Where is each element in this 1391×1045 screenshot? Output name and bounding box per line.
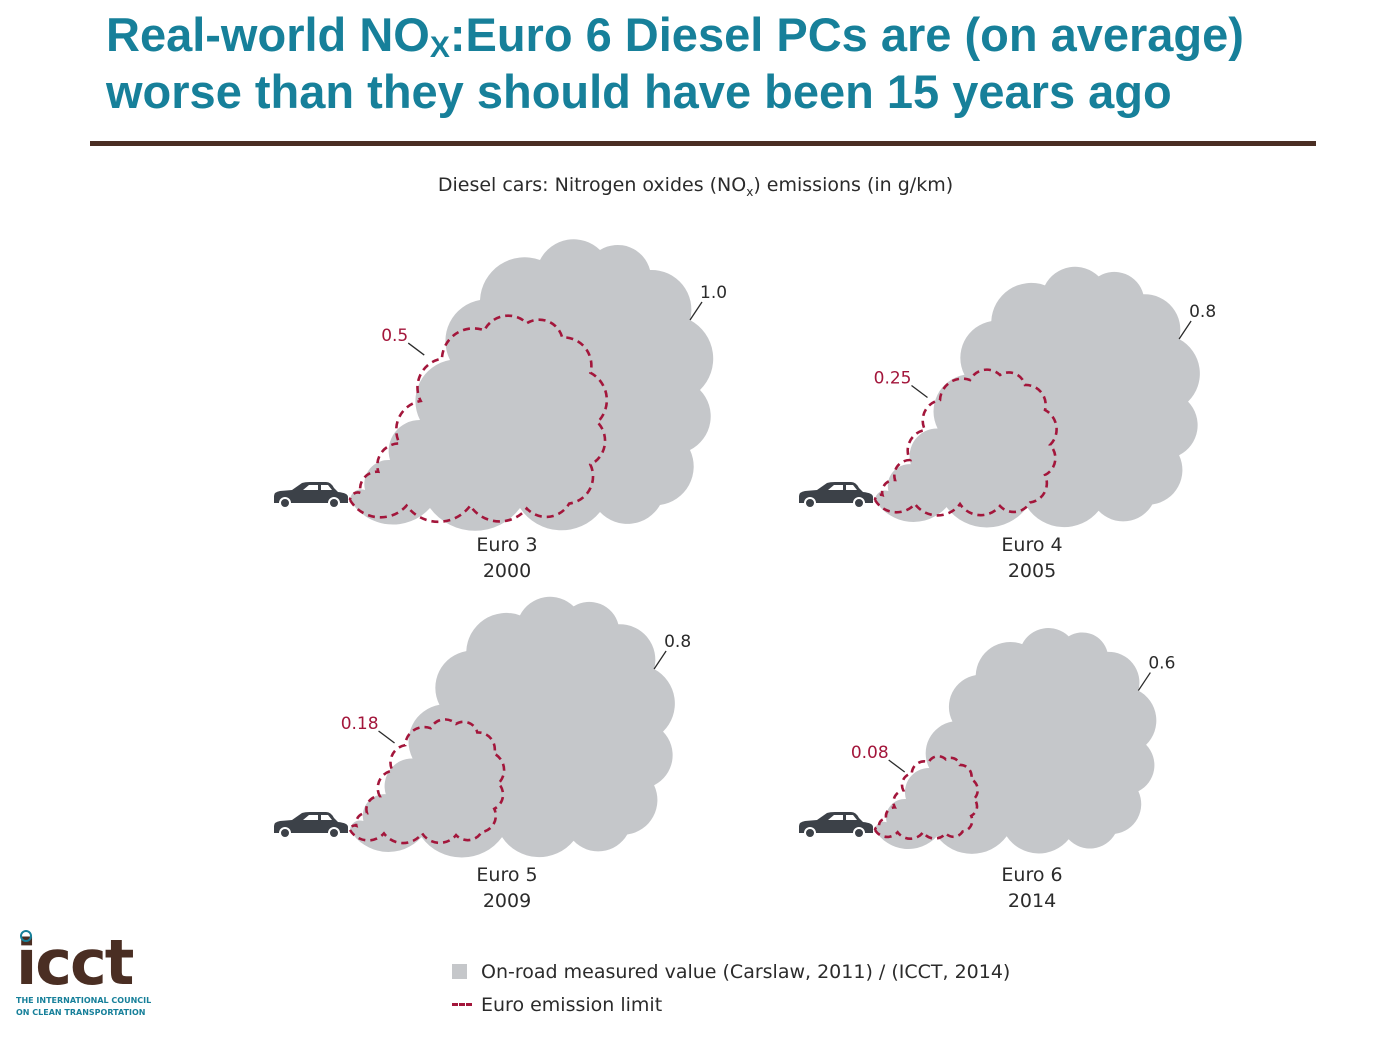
category-label: Euro 3 [476, 534, 537, 556]
measured-cloud [875, 628, 1157, 854]
measured-leader [689, 301, 703, 321]
limit-cloud [350, 316, 607, 522]
gray-swatch-icon [452, 964, 467, 979]
year-label: 2009 [483, 890, 531, 912]
limit-value-label: 0.18 [341, 714, 379, 734]
limit-cloud [875, 756, 978, 838]
category-label: Euro 6 [1001, 864, 1062, 886]
car-icon [799, 482, 873, 509]
measured-value-label: 1.0 [700, 283, 727, 303]
logo-tagline: THE INTERNATIONAL COUNCIL [16, 996, 152, 1005]
title-text: Real-world NO [106, 8, 430, 61]
year-label: 2005 [1008, 560, 1056, 582]
panel-euro-6: 0.6 0.08 Euro 6 2014 [799, 628, 1175, 912]
limit-value-label: 0.25 [874, 369, 912, 389]
measured-value-label: 0.6 [1148, 654, 1175, 674]
measured-leader [653, 650, 667, 670]
logo-dot [20, 930, 32, 942]
slide-title: Real-world NOX:Euro 6 Diesel PCs are (on… [106, 6, 1244, 120]
car-icon [799, 812, 873, 839]
chart-title: Diesel cars: Nitrogen oxides (NOx) emiss… [0, 174, 1391, 199]
title-subscript: X [429, 31, 450, 64]
limit-leader [407, 342, 425, 356]
legend-item-limit: Euro emission limit [452, 988, 1010, 1021]
car-icon [274, 482, 348, 509]
limit-cloud [350, 719, 504, 843]
logo-tagline: ON CLEAN TRANSPORTATION [16, 1008, 146, 1017]
title-text: worse than they should have been 15 year… [106, 65, 1172, 118]
limit-leader [888, 759, 906, 773]
limit-value-label: 0.08 [851, 743, 889, 763]
legend-label: On-road measured value (Carslaw, 2011) /… [481, 960, 1011, 983]
limit-value-label: 0.5 [381, 326, 408, 346]
measured-value-label: 0.8 [1189, 302, 1216, 322]
limit-cloud [875, 370, 1057, 516]
category-label: Euro 4 [1001, 534, 1062, 556]
legend: On-road measured value (Carslaw, 2011) /… [452, 955, 1010, 1021]
measured-cloud [350, 596, 675, 858]
measured-leader [1137, 672, 1151, 691]
measured-cloud [350, 239, 714, 531]
chart-title-subscript: x [746, 184, 754, 199]
legend-label: Euro emission limit [481, 993, 663, 1016]
logo-wordmark: icct [16, 926, 134, 999]
chart-title-text: ) emissions (in g/km) [753, 174, 954, 196]
chart-title-text: Diesel cars: Nitrogen oxides (NO [437, 174, 747, 196]
title-divider [90, 141, 1316, 146]
panel-euro-4: 0.8 0.25 Euro 4 2005 [799, 266, 1216, 582]
legend-item-measured: On-road measured value (Carslaw, 2011) /… [452, 955, 1010, 988]
category-label: Euro 5 [476, 864, 537, 886]
icct-logo: icct THE INTERNATIONAL COUNCIL ON CLEAN … [16, 926, 151, 1018]
limit-leader [378, 730, 395, 744]
measured-cloud [875, 266, 1200, 528]
year-label: 2000 [483, 560, 531, 582]
dashed-line-icon [452, 1003, 472, 1006]
panel-euro-3: 1.0 0.5 Euro 3 2000 [274, 239, 727, 582]
measured-value-label: 0.8 [664, 632, 691, 652]
panel-euro-5: 0.8 0.18 Euro 5 2009 [274, 596, 691, 912]
car-icon [274, 812, 348, 839]
limit-leader [911, 384, 928, 399]
year-label: 2014 [1008, 890, 1056, 912]
title-text: :Euro 6 Diesel PCs are (on average) [449, 8, 1244, 61]
measured-leader [1178, 320, 1192, 340]
